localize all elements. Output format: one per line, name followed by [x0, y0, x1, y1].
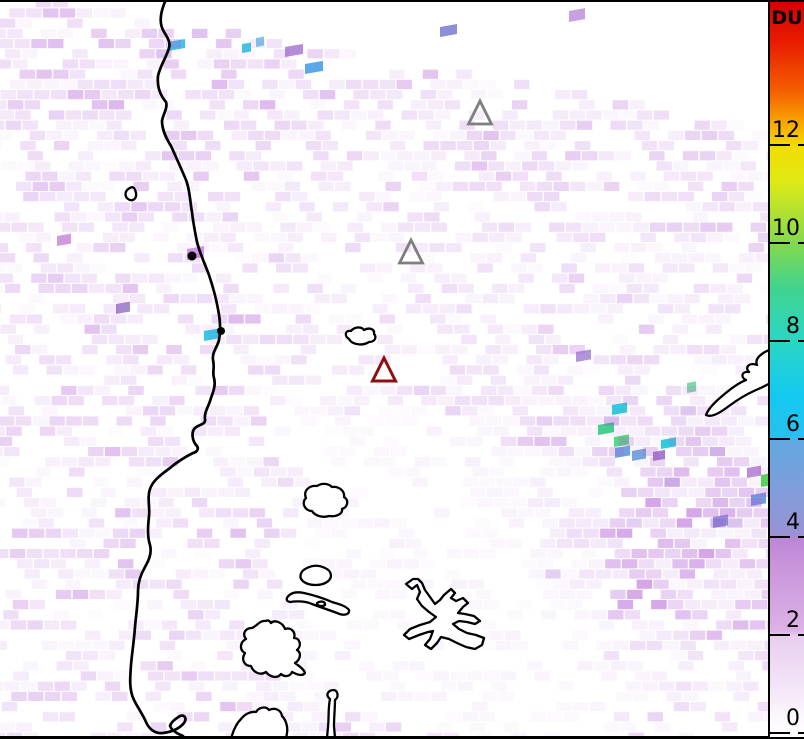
- colorbar-tick-line: [770, 634, 804, 636]
- colorbar-tick-label: 12: [772, 118, 800, 143]
- colorbar-unit-label: DU: [771, 7, 803, 29]
- data-pixel: [569, 8, 585, 22]
- inlet-east: [704, 349, 768, 417]
- data-pixel: [614, 434, 629, 448]
- pixel-field: [57, 8, 768, 528]
- colorbar-tick-label: 8: [786, 314, 800, 339]
- triangle-marker-middle: [397, 236, 425, 265]
- data-pixel: [598, 422, 614, 435]
- narrow-loop-south: [326, 688, 339, 736]
- data-pixel: [615, 445, 630, 458]
- lake-near-red-marker: [344, 326, 377, 346]
- colorbar-tick-line: [770, 340, 804, 342]
- data-pixel: [576, 349, 591, 363]
- data-pixel: [687, 381, 696, 393]
- data-pixel: [305, 60, 323, 75]
- data-pixel: [761, 473, 768, 488]
- data-pixel: [256, 36, 264, 47]
- data-pixel: [116, 301, 130, 315]
- colorbar-tick-label: 10: [772, 216, 800, 241]
- coastal-islet: [217, 327, 225, 335]
- data-pixel: [285, 43, 303, 58]
- data-pixel: [57, 233, 71, 247]
- lake-star: [239, 619, 307, 679]
- colorbar-tick-line: [770, 144, 804, 146]
- lake-round: [302, 482, 349, 518]
- data-pixel: [747, 465, 761, 478]
- colorbar: DU 12 10 8 6 4 2 0: [768, 0, 804, 739]
- data-pixel: [204, 328, 220, 342]
- data-pixel: [661, 437, 676, 450]
- triangle-marker-red: [370, 354, 398, 383]
- data-pixel: [713, 514, 728, 528]
- data-pixel: [168, 38, 185, 51]
- data-pixel: [242, 42, 251, 54]
- lake-elongated-hook: [315, 600, 327, 608]
- colorbar-tick-label: 6: [786, 412, 800, 437]
- data-pixel: [632, 448, 646, 461]
- map-canvas: [0, 2, 768, 736]
- data-pixel: [653, 449, 665, 461]
- colorbar-tick-line: [770, 438, 804, 440]
- coastal-islet: [187, 251, 197, 261]
- colorbar-tick-line: [770, 242, 804, 244]
- colorbar-tick-label: 4: [786, 510, 800, 535]
- lake-branched: [402, 577, 486, 651]
- lake-oval: [299, 564, 333, 587]
- colorbar-tick-label: 0: [786, 706, 800, 731]
- small-island-west: [124, 186, 138, 202]
- colorbar-tick-label: 2: [786, 608, 800, 633]
- data-pixel: [751, 492, 766, 506]
- colorbar-tick-line: [770, 536, 804, 538]
- colorbar-tick-line: [770, 732, 804, 734]
- coastline: [128, 2, 222, 736]
- map-panel: [0, 0, 768, 739]
- data-pixel: [440, 24, 457, 38]
- triangle-marker-north: [466, 97, 494, 126]
- data-pixel: [612, 402, 627, 415]
- peninsula-south: [230, 706, 289, 736]
